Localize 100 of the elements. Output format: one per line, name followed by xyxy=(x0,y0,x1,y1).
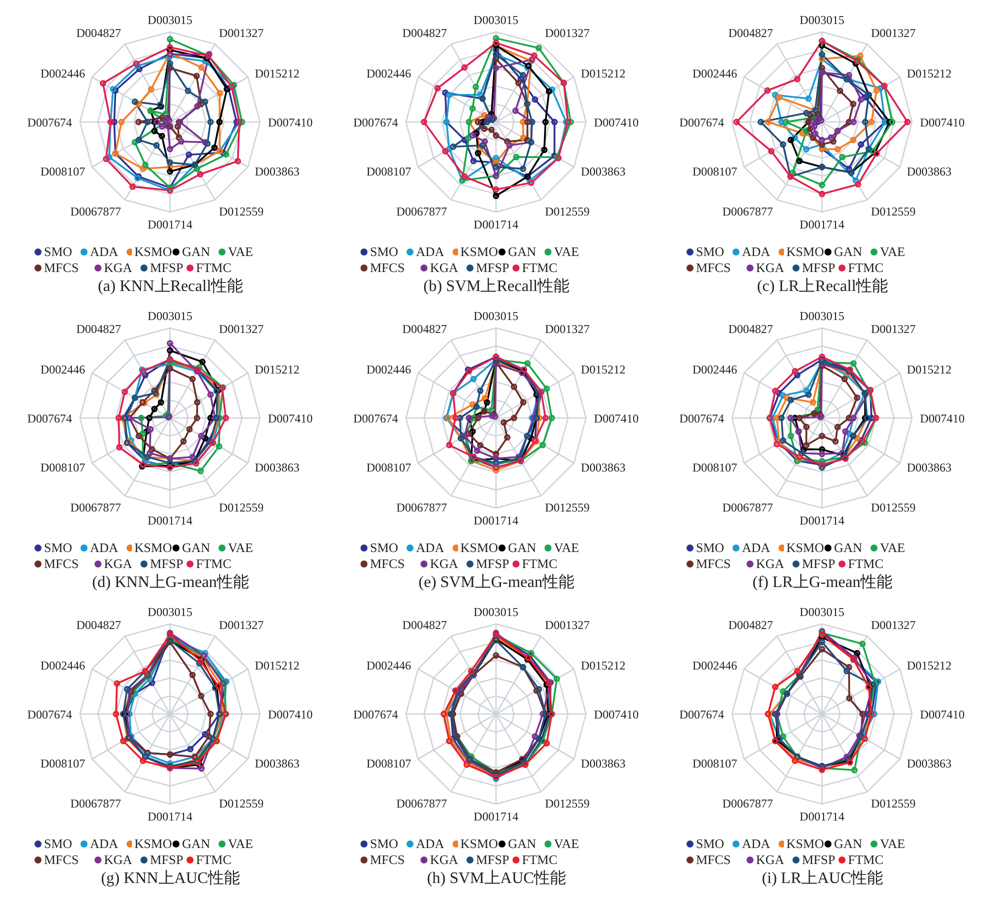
spoke-label: D004827 xyxy=(76,618,121,632)
legend-label: MFCS xyxy=(696,260,731,276)
legend-label: SMO xyxy=(44,540,72,556)
spoke-label: D007410 xyxy=(920,707,965,722)
legend-label: KGA xyxy=(104,852,132,868)
spoke-label: D012559 xyxy=(219,204,264,218)
spoke-label: D008107 xyxy=(692,756,738,770)
spoke-label: D008107 xyxy=(366,164,412,178)
legend-label: KGA xyxy=(756,260,784,276)
spoke-label: D003015 xyxy=(800,13,844,27)
spoke-label: D008107 xyxy=(366,756,412,770)
legend-label: MFCS xyxy=(44,556,79,572)
spoke-label: D003863 xyxy=(906,756,952,770)
spoke-label: D003015 xyxy=(474,605,518,619)
legend-label: MFSP xyxy=(150,260,184,276)
spoke-label: D001714 xyxy=(148,810,192,824)
spoke-label: D015212 xyxy=(580,66,626,80)
legend-label: MFSP xyxy=(150,852,184,868)
spoke-label: D003863 xyxy=(906,460,952,474)
spoke-label: D001327 xyxy=(219,26,264,40)
spoke-label: D004827 xyxy=(76,322,121,336)
spoke-label: D007410 xyxy=(268,115,313,130)
spoke-label: D004827 xyxy=(402,322,447,336)
spoke-label: D002446 xyxy=(692,658,738,672)
spoke-label: D008107 xyxy=(692,460,738,474)
spoke-label: D012559 xyxy=(219,500,264,514)
spoke-label: D002446 xyxy=(692,362,738,376)
spoke-label: D007410 xyxy=(920,115,965,130)
spoke-label: D008107 xyxy=(40,756,86,770)
spoke-label: D007674 xyxy=(679,411,724,426)
legend-label: KSMO xyxy=(786,244,824,260)
legend-label: VAE xyxy=(880,244,906,260)
legend-label: FTMC xyxy=(848,556,884,572)
spoke-label: D007410 xyxy=(920,411,965,426)
spoke-label: D007674 xyxy=(353,707,398,722)
legend-label: ADA xyxy=(90,244,118,260)
legend-label: ADA xyxy=(742,540,770,556)
spoke-label: D012559 xyxy=(545,204,590,218)
spoke-label: D001327 xyxy=(545,322,590,336)
spoke-label: D003015 xyxy=(800,605,844,619)
spoke-label: D008107 xyxy=(40,460,86,474)
legend-label: KGA xyxy=(104,556,132,572)
legend-label: MFSP xyxy=(802,852,836,868)
spoke-label: D004827 xyxy=(728,322,773,336)
spoke-label: D007674 xyxy=(679,115,724,130)
text: (g) KNN上AUC性能 xyxy=(100,868,240,889)
legend-label: MFSP xyxy=(802,556,836,572)
legend-label: MFCS xyxy=(696,852,731,868)
spoke-label: D015212 xyxy=(254,362,300,376)
spoke-label: D001327 xyxy=(871,322,916,336)
spoke-label: D001327 xyxy=(219,618,264,632)
spoke-label: D007674 xyxy=(353,411,398,426)
legend-label: VAE xyxy=(880,540,906,556)
spoke-label: D015212 xyxy=(580,362,626,376)
spoke-label: D003863 xyxy=(580,460,626,474)
spoke-label: D012559 xyxy=(871,500,916,514)
legend-label: GAN xyxy=(508,244,536,260)
legend-label: ADA xyxy=(742,244,770,260)
legend-label: VAE xyxy=(554,836,580,852)
spoke-label: D008107 xyxy=(366,460,412,474)
spoke-label: D001714 xyxy=(148,514,192,528)
legend-label: ADA xyxy=(90,540,118,556)
legend-label: FTMC xyxy=(522,260,558,276)
legend-label: KSMO xyxy=(134,836,172,852)
spoke-label: D007410 xyxy=(594,707,639,722)
spoke-label: D002446 xyxy=(40,66,86,80)
spoke-label: D002446 xyxy=(366,362,412,376)
spoke-label: D001714 xyxy=(474,514,518,528)
spoke-label: D003015 xyxy=(148,309,192,323)
spoke-label: D003015 xyxy=(800,309,844,323)
spoke-label: D001714 xyxy=(474,810,518,824)
spoke-label: D001714 xyxy=(474,218,518,232)
legend-label: SMO xyxy=(370,836,398,852)
spoke-label: D012559 xyxy=(219,796,264,810)
spoke-label: D003863 xyxy=(254,460,300,474)
spoke-label: D0067877 xyxy=(396,500,447,514)
legend-label: GAN xyxy=(508,836,536,852)
legend-label: GAN xyxy=(182,540,210,556)
legend-label: GAN xyxy=(508,540,536,556)
legend-label: VAE xyxy=(228,540,254,556)
legend-label: KSMO xyxy=(786,836,824,852)
text: (e) SVM上G-mean性能 xyxy=(418,572,574,593)
spoke-label: D0067877 xyxy=(722,204,773,218)
legend-label: MFCS xyxy=(44,260,79,276)
text: (b) SVM上Recall性能 xyxy=(423,276,570,297)
legend-label: KGA xyxy=(756,556,784,572)
legend-label: SMO xyxy=(44,836,72,852)
legend-label: KSMO xyxy=(460,836,498,852)
spoke-label: D0067877 xyxy=(70,796,121,810)
legend-label: GAN xyxy=(182,836,210,852)
legend-label: SMO xyxy=(44,244,72,260)
spoke-label: D0067877 xyxy=(70,204,121,218)
legend-label: VAE xyxy=(880,836,906,852)
spoke-label: D003015 xyxy=(148,13,192,27)
legend-label: FTMC xyxy=(522,556,558,572)
legend-label: MFCS xyxy=(370,852,405,868)
legend-label: KGA xyxy=(756,852,784,868)
legend-label: GAN xyxy=(834,836,862,852)
legend-label: KGA xyxy=(430,852,458,868)
legend-label: VAE xyxy=(554,540,580,556)
